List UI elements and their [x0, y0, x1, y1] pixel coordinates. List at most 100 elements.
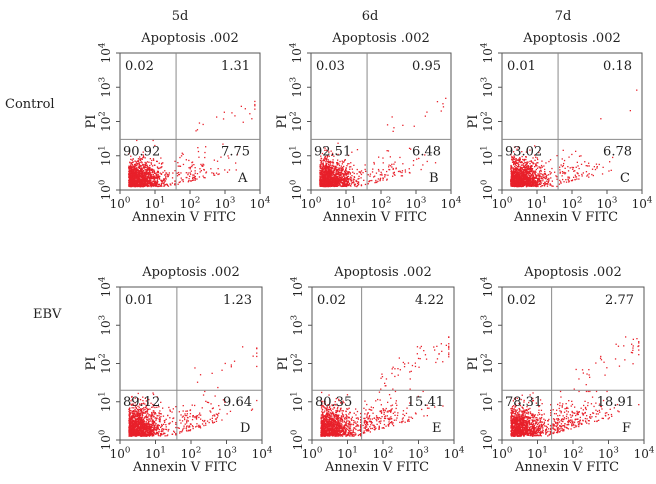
event-dot [153, 172, 156, 174]
event-dot [134, 411, 136, 413]
event-dot [325, 172, 328, 174]
event-dot [530, 181, 532, 183]
event-dot [534, 179, 536, 182]
event-dot [521, 155, 523, 158]
event-dot [139, 181, 142, 183]
event-dot [138, 185, 140, 187]
event-dot [138, 163, 141, 166]
event-dot [178, 173, 181, 176]
event-dot [528, 171, 531, 173]
event-dot [142, 182, 144, 184]
event-dot [163, 183, 165, 185]
event-dot [345, 169, 347, 171]
event-dot [360, 177, 362, 179]
event-dot [151, 169, 153, 171]
event-dot [528, 177, 530, 179]
event-dot [335, 180, 337, 182]
event-dot [152, 393, 155, 396]
event-dot [335, 169, 337, 171]
event-dot [343, 182, 345, 184]
event-dot [138, 171, 141, 174]
event-dot [558, 183, 561, 185]
event-dot [350, 177, 353, 179]
event-dot [529, 149, 531, 151]
event-dot [204, 177, 206, 179]
event-dot [536, 181, 538, 183]
event-dot [144, 417, 146, 419]
event-dot [223, 111, 225, 113]
event-dot [327, 169, 329, 171]
event-dot [528, 179, 530, 181]
event-dot [594, 168, 597, 171]
event-dot [532, 163, 534, 165]
event-dot [578, 175, 580, 177]
event-dot [147, 167, 149, 169]
event-dot [157, 176, 160, 179]
event-dot [338, 183, 341, 185]
event-dot [320, 161, 322, 164]
event-dot [147, 431, 149, 434]
event-dot [161, 428, 163, 430]
event-dot [335, 183, 337, 185]
event-dot [336, 166, 338, 169]
event-dot [572, 168, 574, 170]
event-dot [142, 185, 144, 188]
event-dot [514, 158, 517, 160]
event-dot [136, 185, 138, 187]
event-dot [530, 170, 532, 172]
event-dot [153, 420, 156, 423]
event-dot [320, 177, 322, 179]
event-dot [528, 172, 530, 174]
event-dot [149, 420, 152, 422]
event-dot [531, 174, 533, 176]
event-dot [145, 164, 147, 167]
event-dot [185, 159, 187, 161]
event-dot [602, 166, 604, 168]
event-dot [136, 172, 138, 174]
event-dot [137, 160, 139, 162]
event-dot [581, 175, 583, 177]
event-dot [151, 183, 153, 185]
event-dot [134, 171, 136, 173]
event-dot [151, 413, 153, 415]
event-dot [182, 179, 184, 181]
event-dot [150, 168, 152, 170]
event-dot [322, 184, 324, 186]
event-dot [182, 153, 184, 155]
event-dot [161, 433, 163, 436]
event-dot [140, 168, 142, 171]
event-dot [326, 180, 328, 182]
event-dot [132, 171, 134, 174]
event-dot [356, 182, 359, 185]
event-dot [137, 158, 140, 160]
event-dot [154, 182, 156, 184]
event-dot [523, 158, 526, 161]
event-dot [131, 164, 134, 166]
event-dot [544, 182, 546, 184]
event-dot [134, 169, 136, 171]
event-dot [395, 168, 397, 170]
event-dot [513, 151, 515, 153]
event-dot [568, 181, 570, 183]
event-dot [519, 185, 522, 187]
event-dot [530, 160, 532, 162]
event-dot [512, 158, 515, 160]
event-dot [323, 174, 325, 176]
event-dot [148, 170, 151, 172]
event-dot [510, 165, 513, 167]
event-dot [149, 169, 151, 172]
event-dot [532, 183, 535, 185]
event-dot [334, 167, 337, 169]
y-tick-label: 104 [480, 42, 495, 63]
event-dot [149, 428, 152, 430]
event-dot [128, 184, 131, 186]
event-dot [138, 170, 140, 172]
event-dot [148, 433, 150, 435]
event-dot [128, 169, 131, 171]
event-dot [537, 162, 539, 164]
event-dot [333, 181, 336, 184]
event-dot [517, 171, 519, 173]
event-dot [537, 182, 539, 184]
event-dot [131, 179, 134, 181]
event-dot [130, 176, 133, 178]
